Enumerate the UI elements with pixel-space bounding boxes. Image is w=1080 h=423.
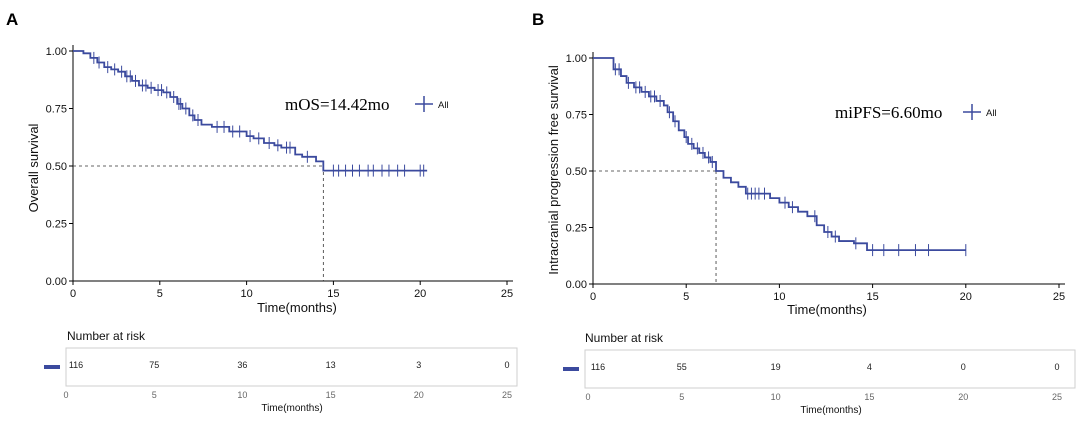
risk-x-tick-label: 25 [1052, 392, 1062, 402]
x-tick-label: 25 [501, 288, 513, 300]
plot-area-a: 0.00 0.25 0.50 0.75 1.00 0 5 10 15 20 25 [46, 45, 513, 300]
risk-x-tick-label: 15 [864, 392, 874, 402]
x-tick-label: 20 [414, 288, 426, 300]
risk-value: 0 [1054, 362, 1059, 372]
risk-strata-color-a [44, 365, 60, 369]
risk-x-tick-label: 10 [237, 390, 247, 400]
median-label-b: miPFS=6.60mo [835, 103, 942, 122]
legend-label-b: All [986, 108, 997, 119]
risk-value: 116 [591, 362, 605, 372]
y-axis-title-a: Overall survival [26, 123, 41, 212]
risk-value: 0 [961, 362, 966, 372]
x-tick-label: 25 [1053, 291, 1065, 303]
panel-a-overall-survival: A Overall survival Time(months) mOS=14.4… [6, 10, 518, 414]
risk-value: 36 [237, 360, 247, 370]
y-tick-label: 1.00 [566, 53, 587, 65]
y-tick-label: 0.75 [566, 110, 587, 122]
x-tick-label: 15 [866, 291, 878, 303]
risk-x-tick-label: 0 [63, 390, 68, 400]
risk-value: 55 [677, 362, 687, 372]
y-tick-label: 0.25 [566, 223, 587, 235]
y-tick-label: 0.00 [566, 279, 587, 291]
y-tick-label: 0.50 [566, 166, 587, 178]
median-label-a: mOS=14.42mo [285, 95, 390, 114]
risk-table-title-a: Number at risk [67, 329, 146, 343]
risk-x-tick-label: 5 [152, 390, 157, 400]
risk-x-axis-title-a: Time(months) [261, 403, 322, 414]
survival-curve-b [593, 57, 966, 251]
risk-x-tick-label: 20 [958, 392, 968, 402]
x-tick-label: 5 [157, 288, 163, 300]
risk-value: 116 [69, 360, 83, 370]
plot-area-b: 0.00 0.25 0.50 0.75 1.00 0 5 10 15 20 25 [566, 52, 1065, 303]
panel-b-intracranial-pfs: B Intracranial progression free survival… [532, 10, 1076, 416]
y-tick-label: 1.00 [46, 46, 67, 58]
x-axis-title-a: Time(months) [257, 300, 337, 315]
risk-x-tick-label: 5 [679, 392, 684, 402]
risk-value: 4 [867, 362, 872, 372]
x-tick-label: 0 [590, 291, 596, 303]
risk-value: 0 [504, 360, 509, 370]
x-tick-label: 10 [240, 288, 252, 300]
risk-x-tick-label: 10 [771, 392, 781, 402]
risk-table-a: 116 0 75 5 36 10 13 15 3 20 0 25 [63, 360, 512, 400]
y-tick-label: 0.00 [46, 276, 67, 288]
risk-value: 3 [416, 360, 421, 370]
risk-table-title-b: Number at risk [585, 331, 664, 345]
risk-table-box-b [584, 349, 1076, 389]
y-axis-title-b: Intracranial progression free survival [546, 65, 561, 275]
risk-value: 13 [326, 360, 336, 370]
risk-x-axis-title-b: Time(months) [800, 405, 861, 416]
y-tick-label: 0.25 [46, 219, 67, 231]
panel-letter-b: B [532, 10, 544, 29]
risk-x-tick-label: 15 [326, 390, 336, 400]
x-tick-label: 5 [683, 291, 689, 303]
risk-value: 75 [149, 360, 159, 370]
x-tick-label: 0 [70, 288, 76, 300]
risk-table-box-a [65, 347, 518, 387]
risk-x-tick-label: 20 [414, 390, 424, 400]
legend-label-a: All [438, 100, 449, 111]
risk-x-tick-label: 25 [502, 390, 512, 400]
risk-x-tick-label: 0 [585, 392, 590, 402]
panel-letter-a: A [6, 10, 18, 29]
survival-curve-a [73, 50, 428, 172]
x-tick-label: 15 [327, 288, 339, 300]
risk-value: 19 [771, 362, 781, 372]
x-tick-label: 20 [960, 291, 972, 303]
x-axis-title-b: Time(months) [787, 302, 867, 317]
y-tick-label: 0.75 [46, 104, 67, 116]
risk-strata-color-b [563, 367, 579, 371]
y-tick-label: 0.50 [46, 161, 67, 173]
x-tick-label: 10 [773, 291, 785, 303]
